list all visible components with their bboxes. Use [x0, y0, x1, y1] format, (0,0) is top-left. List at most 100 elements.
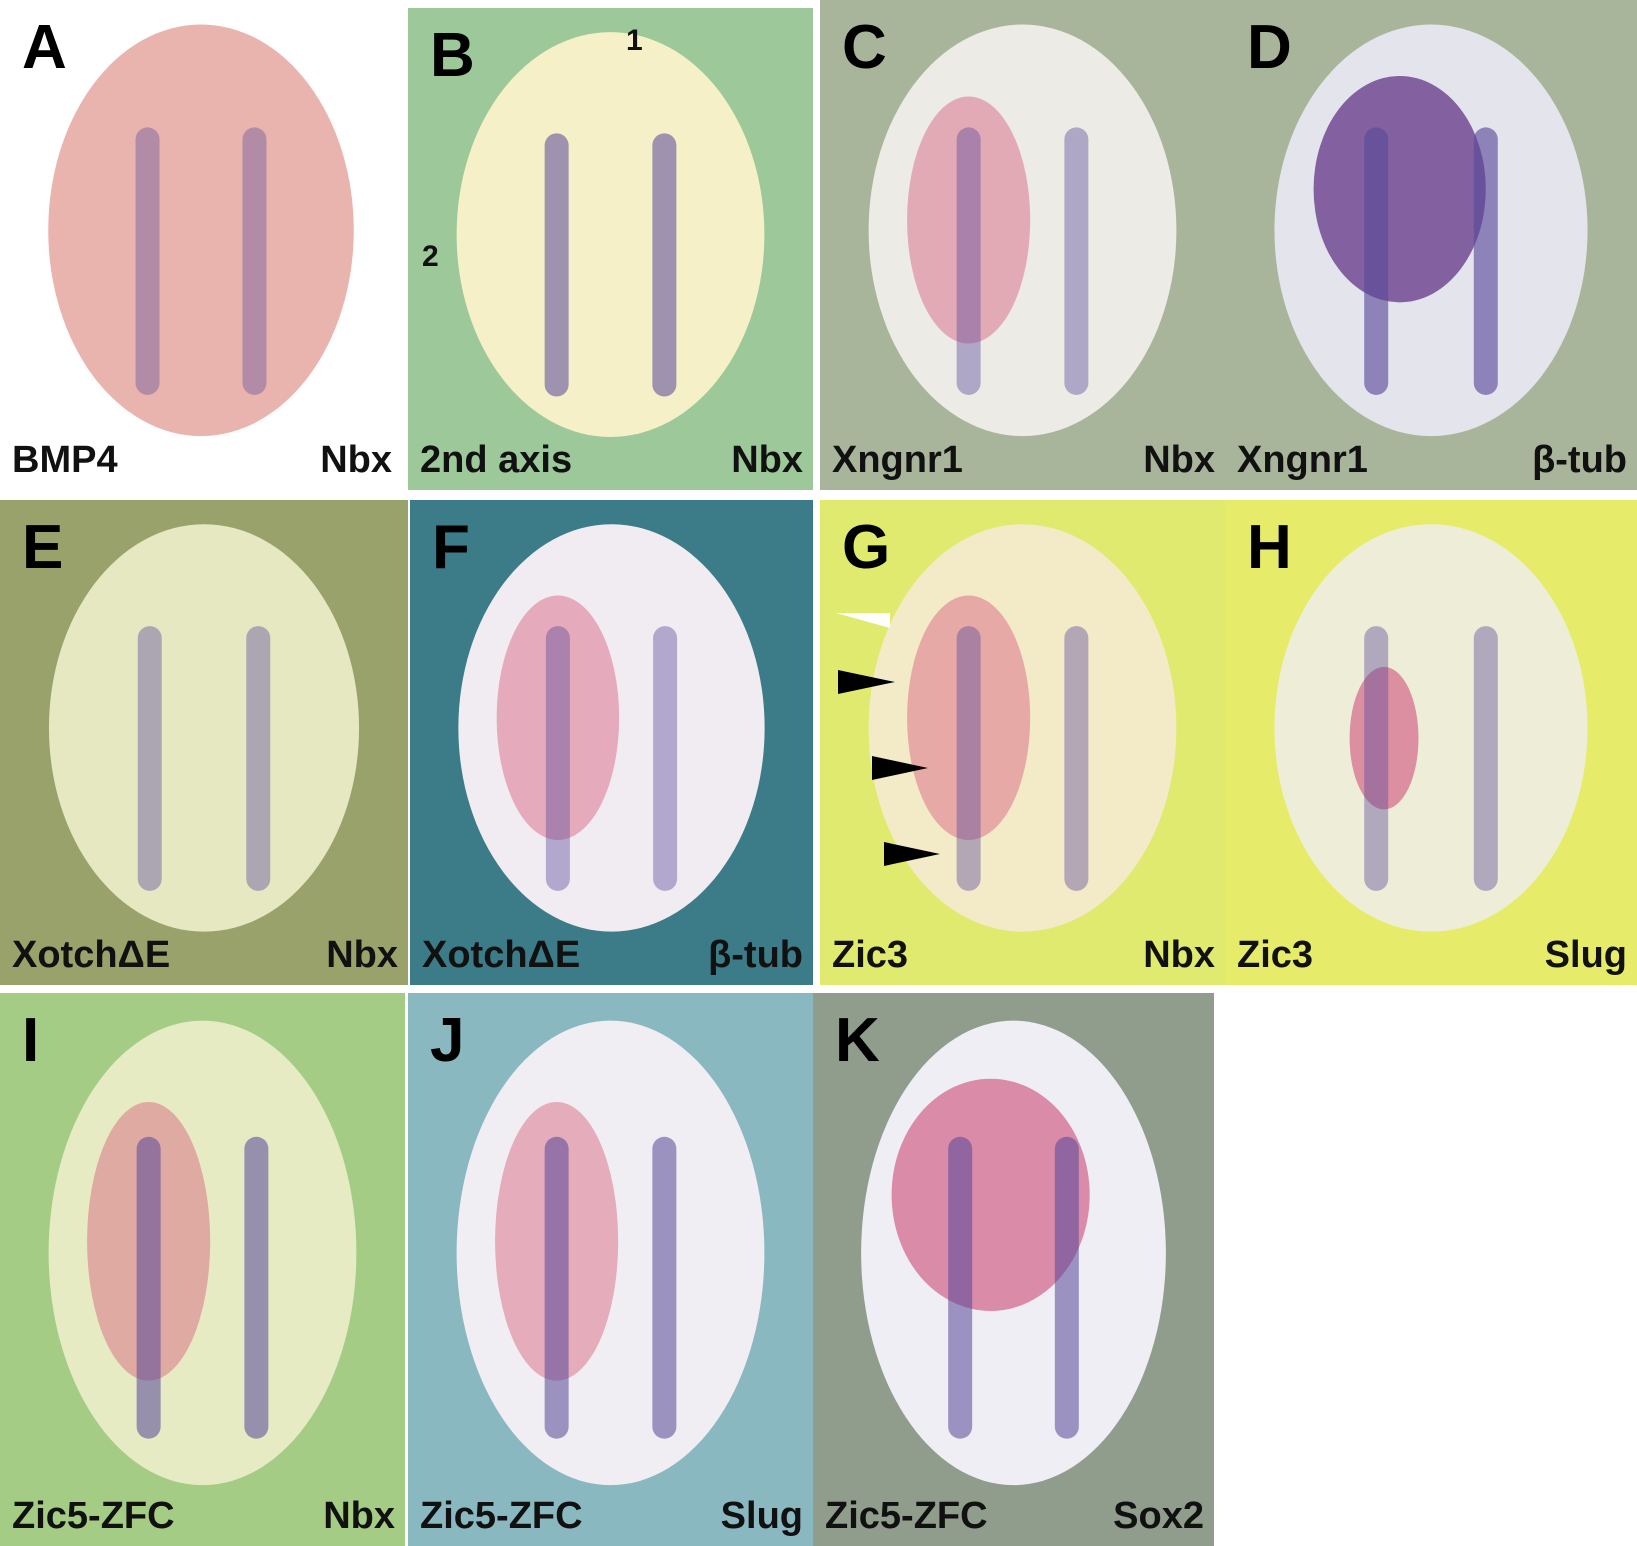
embryo-shape [653, 626, 678, 891]
left-label: 2nd axis [420, 439, 573, 481]
panel: B 2nd axis Nbx 1 2 [408, 8, 813, 490]
embryo-shape [1364, 127, 1389, 395]
right-label: Nbx [323, 1495, 395, 1537]
arrowhead [872, 756, 928, 780]
panel-letter: A [22, 13, 67, 82]
embryo-shape [242, 127, 267, 395]
embryo-shape [246, 626, 271, 891]
embryo-shape [956, 626, 981, 891]
embryo-shape [1473, 626, 1498, 891]
left-label: XotchΔE [12, 934, 171, 976]
panel: D Xngnr1 β-tub [1225, 0, 1637, 490]
embryo-shape [137, 626, 162, 891]
right-label: β-tub [708, 934, 803, 976]
panel-letter: J [430, 1006, 465, 1075]
panel-letter: D [1247, 13, 1292, 82]
panel-letter: C [842, 13, 887, 82]
left-label: Zic5-ZFC [12, 1495, 175, 1537]
embryo-shape [456, 32, 765, 437]
left-label: XotchΔE [422, 934, 581, 976]
panel-letter: H [1247, 513, 1292, 582]
right-label: Slug [1544, 934, 1627, 976]
embryo-shape [458, 524, 765, 932]
panel-letter: I [22, 1006, 40, 1075]
embryo-photo [868, 524, 1177, 932]
left-label: BMP4 [12, 439, 118, 481]
embryo-shape [652, 1136, 677, 1439]
embryo-shape [907, 595, 1031, 840]
panel: K Zic5-ZFC Sox2 [813, 993, 1214, 1546]
left-label: Zic5-ZFC [825, 1495, 988, 1537]
embryo-photo [48, 24, 354, 437]
embryo-shape [1364, 626, 1389, 891]
embryo-shape [891, 1078, 1090, 1311]
arrowhead [884, 842, 940, 866]
embryo-shape [545, 626, 570, 891]
embryo-photo [1274, 524, 1588, 932]
embryo-shape [48, 524, 360, 932]
right-label: Nbx [326, 934, 398, 976]
panel: E XotchΔE Nbx [0, 500, 408, 985]
embryo-shape [1274, 524, 1588, 932]
embryo-shape [244, 1136, 269, 1439]
embryo-shape [652, 133, 677, 397]
right-label: Sox2 [1113, 1495, 1204, 1537]
embryo-shape [948, 1136, 973, 1439]
panel: C Xngnr1 Nbx [820, 0, 1225, 490]
embryo-shape [544, 133, 569, 397]
panel-letter: F [432, 513, 470, 582]
embryo-photo [456, 1020, 765, 1486]
embryo-shape [956, 127, 981, 395]
embryo-shape [1054, 1136, 1079, 1439]
right-label: Nbx [1143, 934, 1215, 976]
embryo-shape [868, 524, 1177, 932]
embryo-photo [48, 524, 360, 932]
embryo-photo [868, 24, 1177, 437]
embryo-shape [907, 96, 1031, 344]
right-label: Nbx [1143, 439, 1215, 481]
panel: I Zic5-ZFC Nbx [0, 993, 405, 1546]
embryo-shape [1349, 666, 1419, 810]
embryo-shape [1313, 75, 1486, 303]
panel: A BMP4 Nbx [0, 0, 402, 490]
left-label: Zic5-ZFC [420, 1495, 583, 1537]
panel: J Zic5-ZFC Slug [408, 993, 813, 1546]
arrowheads [836, 613, 940, 866]
embryo-shape [496, 595, 620, 840]
embryo-photo [458, 524, 765, 932]
arrowhead [838, 670, 895, 694]
embryo-shape [1064, 626, 1089, 891]
right-label: Slug [720, 1495, 803, 1537]
right-label: Nbx [731, 439, 803, 481]
arrowhead [836, 613, 890, 628]
embryo-shape [136, 1136, 161, 1439]
embryo-shape [544, 1136, 569, 1439]
embryo-shape [868, 24, 1177, 437]
left-label: Zic3 [1237, 934, 1314, 976]
panel: H Zic3 Slug [1225, 500, 1637, 985]
panel-letter: K [835, 1006, 880, 1075]
embryo-shape [48, 1020, 357, 1486]
panel-letter: E [22, 513, 64, 582]
left-label: Xngnr1 [1237, 439, 1368, 481]
axis-number: 1 [626, 24, 643, 57]
panel: G Zic3 Nbx [820, 500, 1225, 985]
axis-number: 2 [422, 240, 439, 273]
embryo-shape [456, 1020, 765, 1486]
embryo-photo [1274, 24, 1588, 437]
embryo-shape [48, 24, 354, 437]
panel-letter: B [430, 21, 475, 90]
panel-letter: G [842, 513, 891, 582]
embryo-shape [135, 127, 160, 395]
right-label: β-tub [1532, 439, 1627, 481]
embryo-photo [861, 1020, 1166, 1486]
left-label: Xngnr1 [832, 439, 963, 481]
embryo-photo [456, 32, 765, 437]
right-label: Nbx [320, 439, 392, 481]
embryo-photo [48, 1020, 357, 1486]
left-label: Zic3 [832, 934, 909, 976]
panel: F XotchΔE β-tub [410, 500, 813, 985]
embryo-shape [1473, 127, 1498, 395]
embryo-shape [1064, 127, 1089, 395]
